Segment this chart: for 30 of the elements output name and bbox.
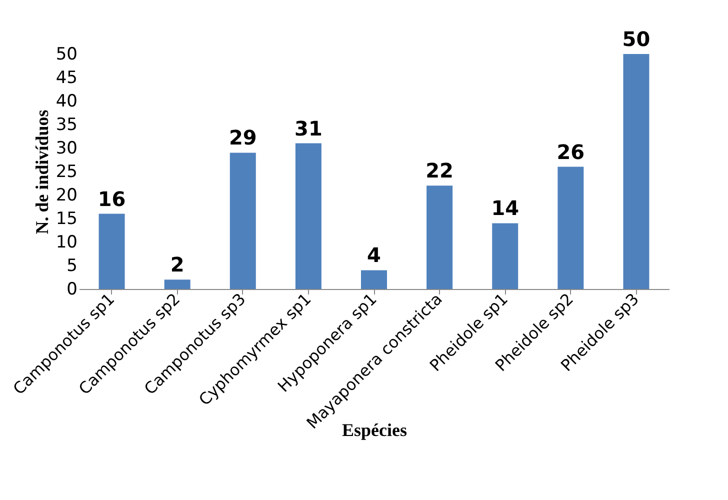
y-tick-label: 25	[56, 162, 78, 182]
bar	[361, 270, 387, 289]
y-tick-label: 30	[56, 138, 78, 158]
bar	[558, 166, 584, 289]
data-label: 50	[622, 27, 650, 51]
y-tick-label: 20	[56, 186, 78, 206]
data-label: 26	[556, 140, 585, 164]
y-tick-label: 40	[56, 92, 78, 112]
data-label: 14	[491, 196, 520, 220]
y-tick-label: 35	[56, 115, 78, 135]
y-tick-label: 0	[66, 280, 78, 300]
bar	[164, 280, 190, 289]
data-label: 16	[98, 186, 126, 211]
y-tick-label: 5	[66, 256, 78, 276]
y-tick-label: 45	[56, 68, 78, 88]
y-tick-label: 15	[56, 209, 78, 229]
y-tick-label: 50	[56, 44, 78, 64]
data-label: 2	[170, 252, 184, 277]
bar	[492, 223, 518, 289]
data-label: 29	[228, 126, 257, 150]
bar	[98, 214, 125, 289]
data-label: 4	[367, 243, 381, 268]
bar	[230, 152, 256, 289]
bar	[623, 54, 650, 289]
bar	[295, 143, 322, 289]
y-axis-title: N. de indivíduos	[32, 110, 52, 234]
data-label: 22	[426, 158, 454, 183]
data-label: 31	[294, 116, 322, 140]
y-tick-label: 10	[56, 232, 78, 252]
bar	[426, 186, 453, 289]
